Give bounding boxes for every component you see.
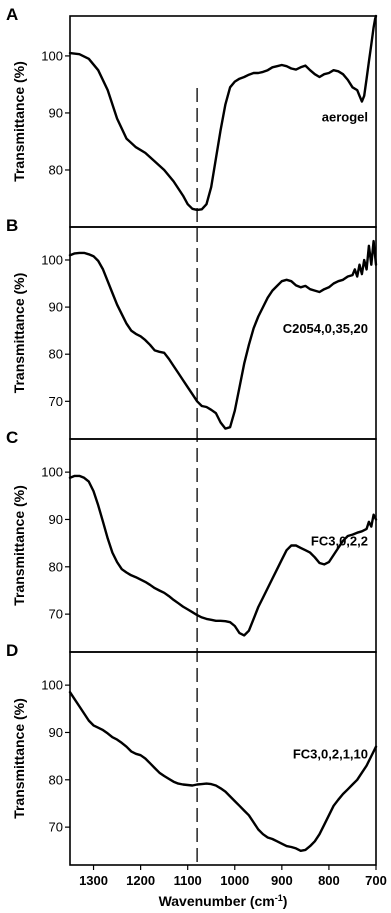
panel-d-y-tick-label-90: 90	[49, 725, 63, 740]
panel-d-y-tick-label-80: 80	[49, 772, 63, 787]
panel-a-y-tick-label-100: 100	[41, 48, 63, 63]
panel-b: B Transmittance (%) 70 80 90 100 C2054,0,35,20	[6, 216, 378, 440]
panel-b-y-axis-label: Transmittance (%)	[11, 273, 27, 394]
panel-letter-d: D	[6, 641, 18, 660]
panel-a-sample-label: aerogel	[322, 110, 368, 125]
panel-c: C Transmittance (%) 70 80 90 100 FC3,0,2,2	[6, 428, 378, 653]
panel-d-y-axis-label: Transmittance (%)	[11, 698, 27, 819]
panel-d: D Transmittance (%) 70 80 90 100 FC3,0,2,1,10	[6, 641, 378, 866]
panel-c-y-tick-label-80: 80	[49, 559, 63, 574]
panel-b-y-tick-label-80: 80	[49, 347, 63, 362]
panel-b-sample-label: C2054,0,35,20	[283, 321, 368, 336]
x-tick-label-1100: 1100	[174, 873, 202, 888]
panel-c-spectrum-line	[68, 474, 378, 637]
panel-c-y-tick-label-90: 90	[49, 512, 63, 527]
x-axis-label: Wavenumber (cm-1)	[159, 893, 288, 909]
x-axis-label-end: )	[283, 893, 288, 909]
panel-a-y-tick-label-90: 90	[49, 105, 63, 120]
panel-d-frame	[69, 651, 377, 866]
panel-a: A Transmittance (%) 80 90 100 aerogel	[6, 5, 378, 228]
panel-a-spectrum-line	[68, 14, 378, 212]
x-tick-label-700: 700	[365, 873, 387, 888]
panel-letter-c: C	[6, 428, 18, 447]
x-tick-label-1000: 1000	[220, 873, 249, 888]
panel-d-spectrum-line	[68, 691, 378, 852]
panel-c-sample-label: FC3,0,2,2	[311, 534, 368, 549]
panel-c-y-tick-label-100: 100	[41, 465, 63, 480]
panel-b-y-tick-label-70: 70	[49, 394, 63, 409]
panel-d-y-tick-label-70: 70	[49, 820, 63, 835]
panel-letter-a: A	[6, 5, 18, 24]
panel-b-y-tick-label-90: 90	[49, 300, 63, 315]
x-tick-label-1300: 1300	[79, 873, 108, 888]
panel-b-spectrum-line	[68, 239, 378, 430]
x-axis-label-superscript: -1	[275, 893, 283, 903]
x-tick-label-800: 800	[318, 873, 340, 888]
x-tick-label-1200: 1200	[126, 873, 155, 888]
panel-a-y-tick-label-80: 80	[49, 162, 63, 177]
panel-c-y-axis-label: Transmittance (%)	[11, 485, 27, 606]
x-tick-label-900: 900	[271, 873, 293, 888]
x-axis-label-main: Wavenumber (cm	[159, 893, 275, 909]
panel-d-sample-label: FC3,0,2,1,10	[293, 747, 368, 762]
panel-letter-b: B	[6, 216, 18, 235]
panel-b-y-tick-label-100: 100	[41, 252, 63, 267]
panels-layer: A Transmittance (%) 80 90 100 aerogel B Transmi…	[6, 5, 378, 866]
panel-a-y-axis-label: Transmittance (%)	[11, 61, 27, 182]
x-axis: 1300 1200 1100 1000 900 800 700	[79, 865, 387, 888]
panel-d-y-tick-label-100: 100	[41, 678, 63, 693]
panel-c-y-tick-label-70: 70	[49, 607, 63, 622]
